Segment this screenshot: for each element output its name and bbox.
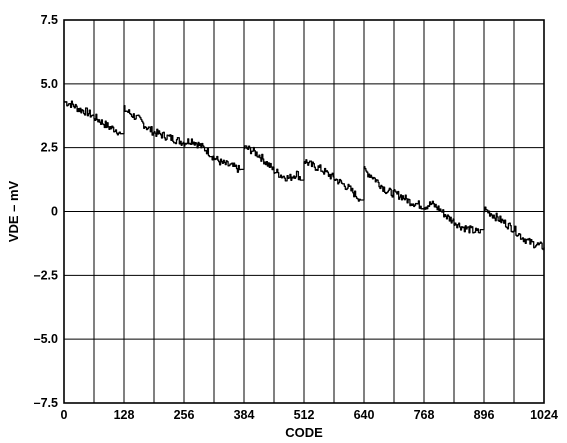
x-axis-ticks: 0 128 256 384 512 640 768 896 1024 [61, 408, 558, 422]
y-tick-label: 5.0 [41, 77, 58, 91]
y-axis-title: VDE – mV [6, 180, 21, 242]
x-tick-label: 512 [294, 408, 315, 422]
x-axis-title: CODE [285, 425, 323, 440]
y-tick-label: –7.5 [34, 396, 58, 410]
grid [64, 20, 544, 403]
y-tick-label: 7.5 [41, 13, 58, 27]
y-tick-label: 0 [51, 205, 58, 219]
x-tick-label: 640 [354, 408, 375, 422]
x-tick-label: 0 [61, 408, 68, 422]
plot-area-frame [63, 19, 545, 404]
x-tick-label: 384 [234, 408, 255, 422]
series-line [64, 100, 545, 251]
y-axis-ticks: 7.5 5.0 2.5 0 –2.5 –5.0 –7.5 [34, 13, 58, 410]
x-tick-label: 128 [114, 408, 135, 422]
y-tick-label: –5.0 [34, 332, 58, 346]
x-tick-label: 896 [474, 408, 495, 422]
x-tick-label: 768 [414, 408, 435, 422]
x-tick-label: 1024 [530, 408, 558, 422]
x-tick-label: 256 [174, 408, 195, 422]
y-tick-label: –2.5 [34, 268, 58, 282]
y-tick-label: 2.5 [41, 141, 58, 155]
series-group [64, 100, 545, 251]
